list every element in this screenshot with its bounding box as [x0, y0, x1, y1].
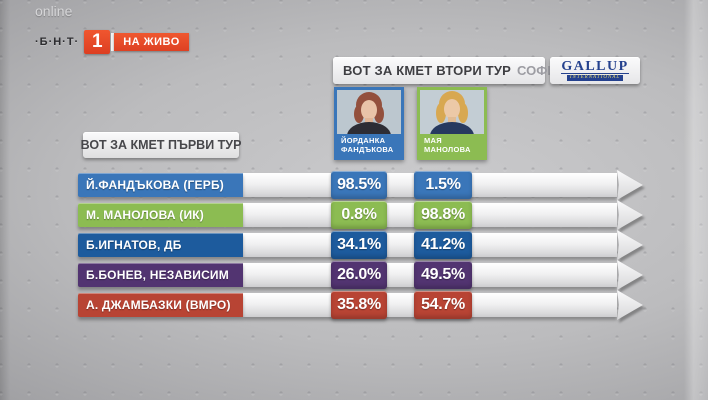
logo-separator	[111, 33, 115, 51]
chart-title-box: ВОТ ЗА КМЕТ ВТОРИ ТУР СОФИЯ	[333, 57, 566, 84]
first-round-label: ВОТ ЗА КМЕТ ПЪРВИ ТУР	[81, 132, 241, 158]
right-edge-highlight	[684, 0, 708, 400]
percent-badge-manolova: 49.5%	[414, 261, 472, 289]
row-label: Б.ИГНАТОВ, ДБ	[78, 233, 243, 257]
bar-arrow-icon	[617, 199, 643, 231]
candidate-first-name: ЙОРДАНКА	[341, 136, 386, 145]
left-edge-shade	[0, 0, 10, 400]
bar-arrow-icon	[617, 259, 643, 291]
row-label: Б.БОНЕВ, НЕЗАВИСИМ	[78, 263, 243, 287]
candidate-first-name: МАЯ	[424, 136, 442, 145]
row-label-text: Б.БОНЕВ, НЕЗАВИСИМ	[86, 268, 229, 282]
result-row-fandakova: Й.ФАНДЪКОВА (ГЕРБ) 98.5% 1.5%	[0, 170, 708, 200]
candidate-card-fandakova: ЙОРДАНКА ФАНДЪКОВА	[334, 87, 404, 160]
source-logo: GALLUP INTERNATIONAL	[550, 57, 640, 84]
bar-arrow-icon	[617, 229, 643, 261]
row-label: Й.ФАНДЪКОВА (ГЕРБ)	[78, 173, 243, 197]
channel-number-badge: 1	[84, 30, 111, 54]
row-label-text: М. МАНОЛОВА (ИК)	[86, 208, 204, 222]
candidate-card-manolova: МАЯ МАНОЛОВА	[417, 87, 487, 160]
result-row-ignatov: Б.ИГНАТОВ, ДБ 34.1% 41.2%	[0, 230, 708, 260]
percent-badge-manolova: 41.2%	[414, 231, 472, 259]
percent-badge-manolova: 54.7%	[414, 291, 472, 319]
bar-arrow-icon	[617, 289, 643, 321]
percent-badge-fandakova: 34.1%	[331, 231, 387, 259]
channel-call-letters: ·Б·Н·Т·	[35, 36, 80, 48]
online-label: online	[35, 3, 73, 19]
live-badge: НА ЖИВО	[114, 33, 189, 51]
row-label-text: А. ДЖАМБАЗКИ (ВМРО)	[86, 298, 231, 312]
percent-badge-manolova: 1.5%	[414, 171, 472, 199]
percent-badge-fandakova: 26.0%	[331, 261, 387, 289]
percent-badge-manolova: 98.8%	[414, 201, 472, 229]
candidate-last-name: МАНОЛОВА	[424, 145, 471, 154]
row-label-text: Й.ФАНДЪКОВА (ГЕРБ)	[86, 178, 224, 192]
percent-badge-fandakova: 98.5%	[331, 171, 387, 199]
candidate-nameplate: ЙОРДАНКА ФАНДЪКОВА	[337, 134, 401, 157]
result-row-dzhambazki: А. ДЖАМБАЗКИ (ВМРО) 35.8% 54.7%	[0, 290, 708, 320]
source-subtitle: INTERNATIONAL	[566, 75, 624, 81]
source-name: GALLUP	[561, 59, 629, 74]
candidate-nameplate: МАЯ МАНОЛОВА	[420, 134, 484, 157]
channel-logo: ·Б·Н·Т· 1 НА ЖИВО	[35, 30, 189, 54]
candidate-photo	[420, 90, 484, 135]
candidate-photo	[337, 90, 401, 135]
row-label-text: Б.ИГНАТОВ, ДБ	[86, 238, 182, 252]
row-label: М. МАНОЛОВА (ИК)	[78, 203, 243, 227]
candidate-last-name: ФАНДЪКОВА	[341, 145, 394, 154]
result-row-manolova: М. МАНОЛОВА (ИК) 0.8% 98.8%	[0, 200, 708, 230]
chart-title: ВОТ ЗА КМЕТ ВТОРИ ТУР	[343, 63, 512, 78]
percent-badge-fandakova: 35.8%	[331, 291, 387, 319]
percent-badge-fandakova: 0.8%	[331, 201, 387, 229]
bar-arrow-icon	[617, 169, 643, 201]
result-row-bonev: Б.БОНЕВ, НЕЗАВИСИМ 26.0% 49.5%	[0, 260, 708, 290]
row-label: А. ДЖАМБАЗКИ (ВМРО)	[78, 293, 243, 317]
